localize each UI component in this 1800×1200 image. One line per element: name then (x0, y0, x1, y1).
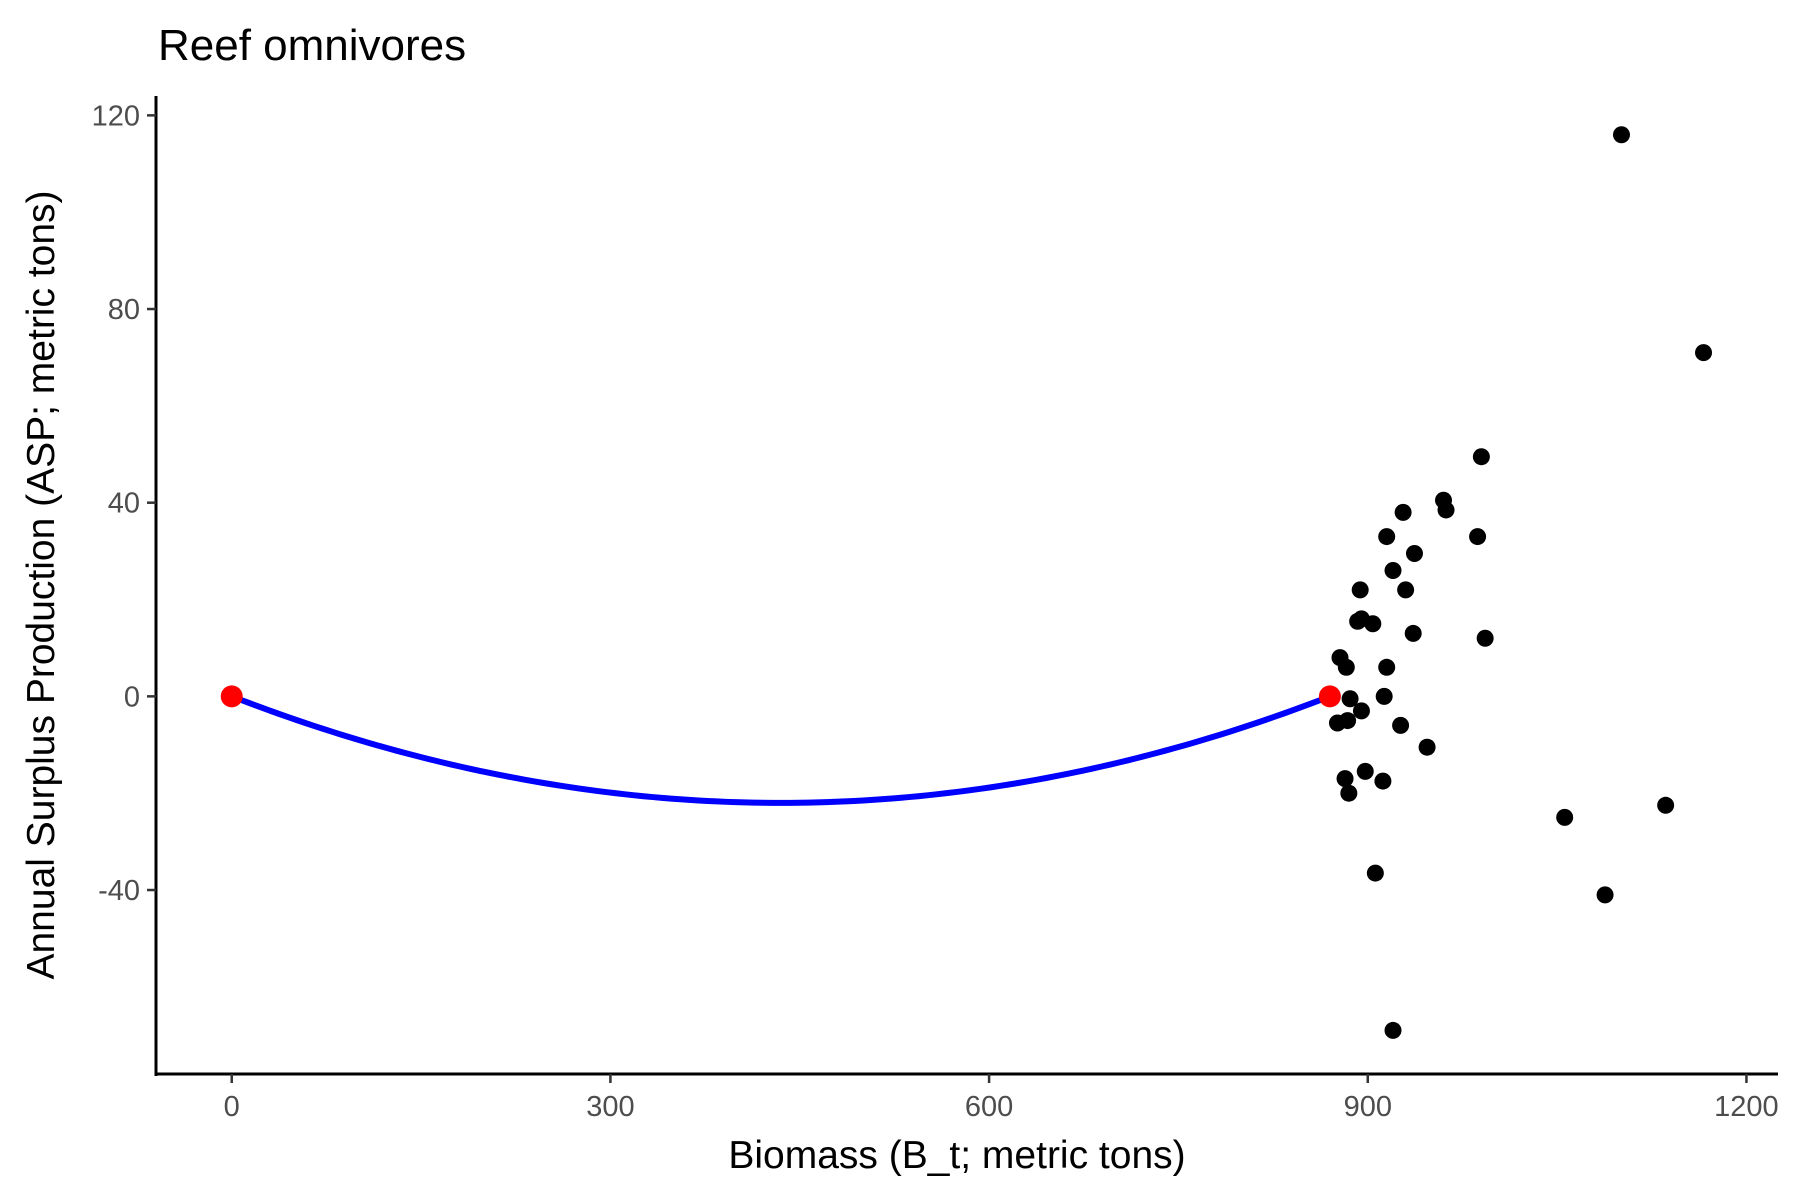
y-axis-ticks: -40 0 40 80 120 (92, 100, 156, 907)
data-point (1437, 501, 1455, 519)
x-tick-label: 0 (224, 1091, 240, 1123)
data-point (1375, 687, 1393, 705)
x-tick-label: 600 (965, 1091, 1013, 1123)
data-point (1392, 716, 1410, 734)
data-point (1469, 528, 1487, 546)
data-point (1374, 772, 1392, 790)
data-point (1695, 344, 1713, 362)
x-axis-label: Biomass (B_t; metric tons) (728, 1134, 1185, 1177)
data-point (1356, 762, 1374, 780)
x-tick-label: 900 (1344, 1091, 1392, 1123)
data-point (1394, 503, 1412, 521)
data-point (1339, 712, 1357, 730)
data-point (1352, 702, 1370, 720)
x-tick-label: 1200 (1714, 1091, 1779, 1123)
data-point (1336, 770, 1354, 788)
x-axis-ticks: 0 300 600 900 1200 (224, 1074, 1779, 1123)
data-point (1596, 886, 1614, 904)
data-point (1612, 126, 1630, 144)
fit-curve-layer (228, 693, 1333, 806)
y-tick-label: 40 (108, 488, 140, 520)
data-point (1472, 448, 1490, 466)
data-point (1405, 545, 1423, 563)
data-point (1366, 864, 1384, 882)
chart-title: Reef omnivores (158, 21, 466, 70)
data-point (1418, 738, 1436, 756)
y-tick-label: -40 (98, 875, 140, 907)
data-point (1397, 581, 1415, 599)
data-point (1657, 796, 1675, 814)
y-tick-label: 0 (124, 681, 140, 713)
fit-curve (228, 693, 1333, 806)
endpoints-layer (220, 685, 1341, 708)
data-point (1378, 658, 1396, 676)
data-point (1384, 1021, 1402, 1039)
curve-endpoint (220, 685, 243, 708)
data-point (1351, 581, 1369, 599)
data-point (1404, 624, 1422, 642)
data-point (1340, 784, 1358, 802)
curve-endpoint (1318, 685, 1341, 708)
data-point (1341, 690, 1359, 708)
plot-area (220, 126, 1713, 1039)
data-point (1384, 561, 1402, 579)
data-point (1556, 808, 1574, 826)
data-point (1337, 658, 1355, 676)
data-point (1378, 528, 1396, 546)
y-axis-label: Annual Surplus Production (ASP; metric t… (20, 190, 63, 979)
data-point (1364, 615, 1382, 633)
y-tick-label: 120 (92, 100, 140, 132)
data-point (1476, 629, 1494, 647)
points-layer (1328, 126, 1713, 1039)
y-tick-label: 80 (108, 294, 140, 326)
x-tick-label: 300 (586, 1091, 634, 1123)
